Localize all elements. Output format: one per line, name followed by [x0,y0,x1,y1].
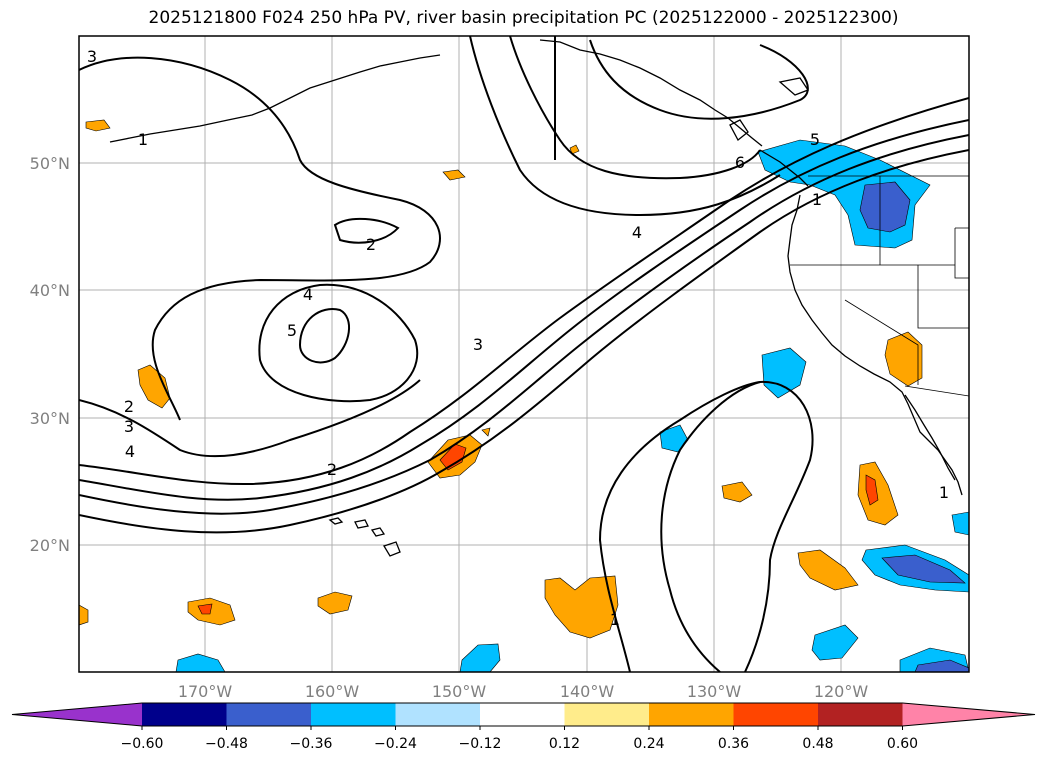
contour-label: 3 [124,417,134,436]
lat-label: 30°N [30,409,70,428]
contour-label: 1 [610,610,620,629]
colorbar-segment [142,703,227,726]
contour-label: 2 [124,397,134,416]
contour-label: 4 [125,442,135,461]
colorbar-tick-label: −0.24 [374,736,417,752]
lon-label: 130°W [687,682,742,701]
colorbar-segment [564,703,650,726]
map-frame [78,35,970,673]
contour-label: 6 [735,153,745,172]
contour-label: 5 [287,321,297,340]
lon-label: 160°W [305,682,360,701]
colorbar-segment [395,703,481,726]
colorbar-segment [733,703,819,726]
latitude-labels: 50°N 40°N 30°N 20°N [30,154,70,555]
lat-label: 20°N [30,536,70,555]
map-title: 2025121800 F024 250 hPa PV, river basin … [148,8,899,28]
lat-label: 50°N [30,154,70,173]
colorbar-tick-label: 0.12 [549,736,580,752]
contour-label: 3 [473,335,483,354]
colorbar-tick-label: −0.12 [459,736,502,752]
coastlines [109,39,969,557]
colorbar-segment [649,703,734,726]
contour-label: 1 [812,190,822,209]
colorbar-extend-high [902,703,1035,726]
colorbar-segment [480,703,565,726]
contour-labels: 3 1 2 4 5 2 3 4 2 3 4 5 6 1 1 1 [87,47,949,629]
precipitation-shading [79,119,969,672]
colorbar-segment [311,703,396,726]
contour-label: 4 [303,285,313,304]
colorbar-tick-label: −0.60 [121,736,164,752]
contour-label: 3 [87,47,97,66]
contour-label: 5 [810,130,820,149]
contour-label: 2 [327,460,337,479]
colorbar: −0.60 −0.48 −0.36 −0.24 −0.12 0.12 0.24 0.36 0.4… [11,702,1036,752]
lon-label: 140°W [560,682,615,701]
lon-label: 120°W [814,682,869,701]
colorbar-tick-label: −0.48 [205,736,248,752]
lon-label: 170°W [178,682,233,701]
colorbar-tick-label: 0.60 [887,736,918,752]
colorbar-segment [226,703,312,726]
contour-label: 4 [632,223,642,242]
colorbar-tick-label: 0.24 [633,736,664,752]
colorbar-tick-label: 0.48 [802,736,833,752]
contour-label: 2 [366,235,376,254]
colorbar-segment [818,703,903,726]
gridlines [79,36,969,672]
longitude-labels: 170°W 160°W 150°W 140°W 130°W 120°W [178,682,869,701]
colorbar-extend-low [12,703,142,726]
contour-label: 1 [138,130,148,149]
contour-label: 1 [939,483,949,502]
lat-label: 40°N [30,281,70,300]
colorbar-tick-label: −0.36 [290,736,333,752]
pv-contours [79,36,969,672]
colorbar-tick-label: 0.36 [718,736,749,752]
lon-label: 150°W [432,682,487,701]
